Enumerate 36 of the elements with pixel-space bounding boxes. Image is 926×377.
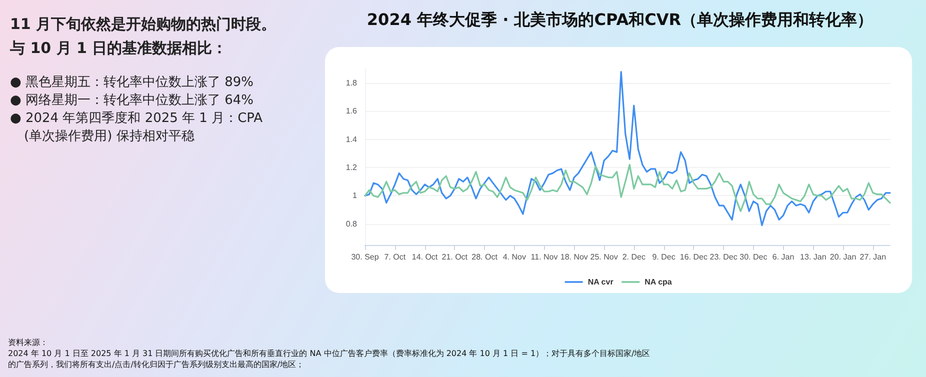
x-tick-label: 21. Oct [442, 252, 468, 262]
text: 与 10 月 1 日的基准数据相比： [10, 38, 228, 59]
text: ● 黑色星期五：转化率中位数上涨了 89% [10, 74, 255, 92]
x-tick-label: 30. Dec [740, 252, 768, 262]
legend-label: NA cpa [644, 278, 672, 286]
x-tick-label: 18. Nov [560, 252, 588, 262]
line-series [364, 71, 891, 226]
legend-label: NA cvr [588, 278, 614, 286]
x-tick-label: 13. Jan [800, 252, 826, 262]
y-tick-label: 0.8 [346, 219, 358, 228]
x-tick-label: 16. Dec [680, 252, 708, 262]
x-tick-label: 7. Oct [384, 252, 406, 262]
x-tick-label: 30. Sep [351, 252, 380, 262]
y-tick-label: 1.2 [346, 163, 358, 172]
line-series [364, 164, 891, 212]
x-tick-label: 28. Oct [472, 252, 498, 262]
x-tick-label: 2. Dec [622, 252, 646, 262]
x-tick-label: 9. Dec [652, 252, 676, 262]
y-tick-label: 1.4 [346, 134, 358, 144]
y-tick-label: 1.8 [346, 78, 358, 88]
text: 资料来源： [8, 337, 49, 348]
x-tick-label: 6. Jan [772, 252, 794, 262]
x-tick-label: 4. Nov [502, 252, 526, 262]
x-tick-label: 20. Jan [830, 252, 856, 262]
x-tick-label: 14. Oct [412, 252, 438, 262]
text: 11 月下旬依然是开始购物的热门时段。 [10, 14, 278, 35]
text: ● 网络星期一：转化率中位数上涨了 64% [10, 92, 255, 110]
y-tick-label: 1 [352, 191, 358, 200]
text: ● 2024 年第四季度和 2025 年 1 月：CPA (单次操作费用) 保持相对平稳 [10, 110, 264, 146]
x-tick-label: 11. Nov [530, 252, 558, 262]
y-tick-label: 1.6 [346, 106, 358, 116]
x-tick-label: 23. Dec [710, 252, 738, 262]
chart-title: 2024 年终大促季 · 北美市场的CPA和CVR（单次操作费用和转化率） [366, 10, 874, 31]
text: 2024 年 10 月 1 日至 2025 年 1 月 31 日期间所有购买优化广告和所有垂直行业的 NA 中位广告客户费率（费率标准化为 2024 年 10 月 1 日 = 1）；对于具有多个目标国家/地区的广告系列，我们将所有支出/点击/转化归因于广告系列级别支出最高的国家/地区； [8, 348, 652, 370]
x-tick-label: 27. Jan [860, 252, 886, 262]
x-tick-label: 25. Nov [590, 252, 618, 262]
